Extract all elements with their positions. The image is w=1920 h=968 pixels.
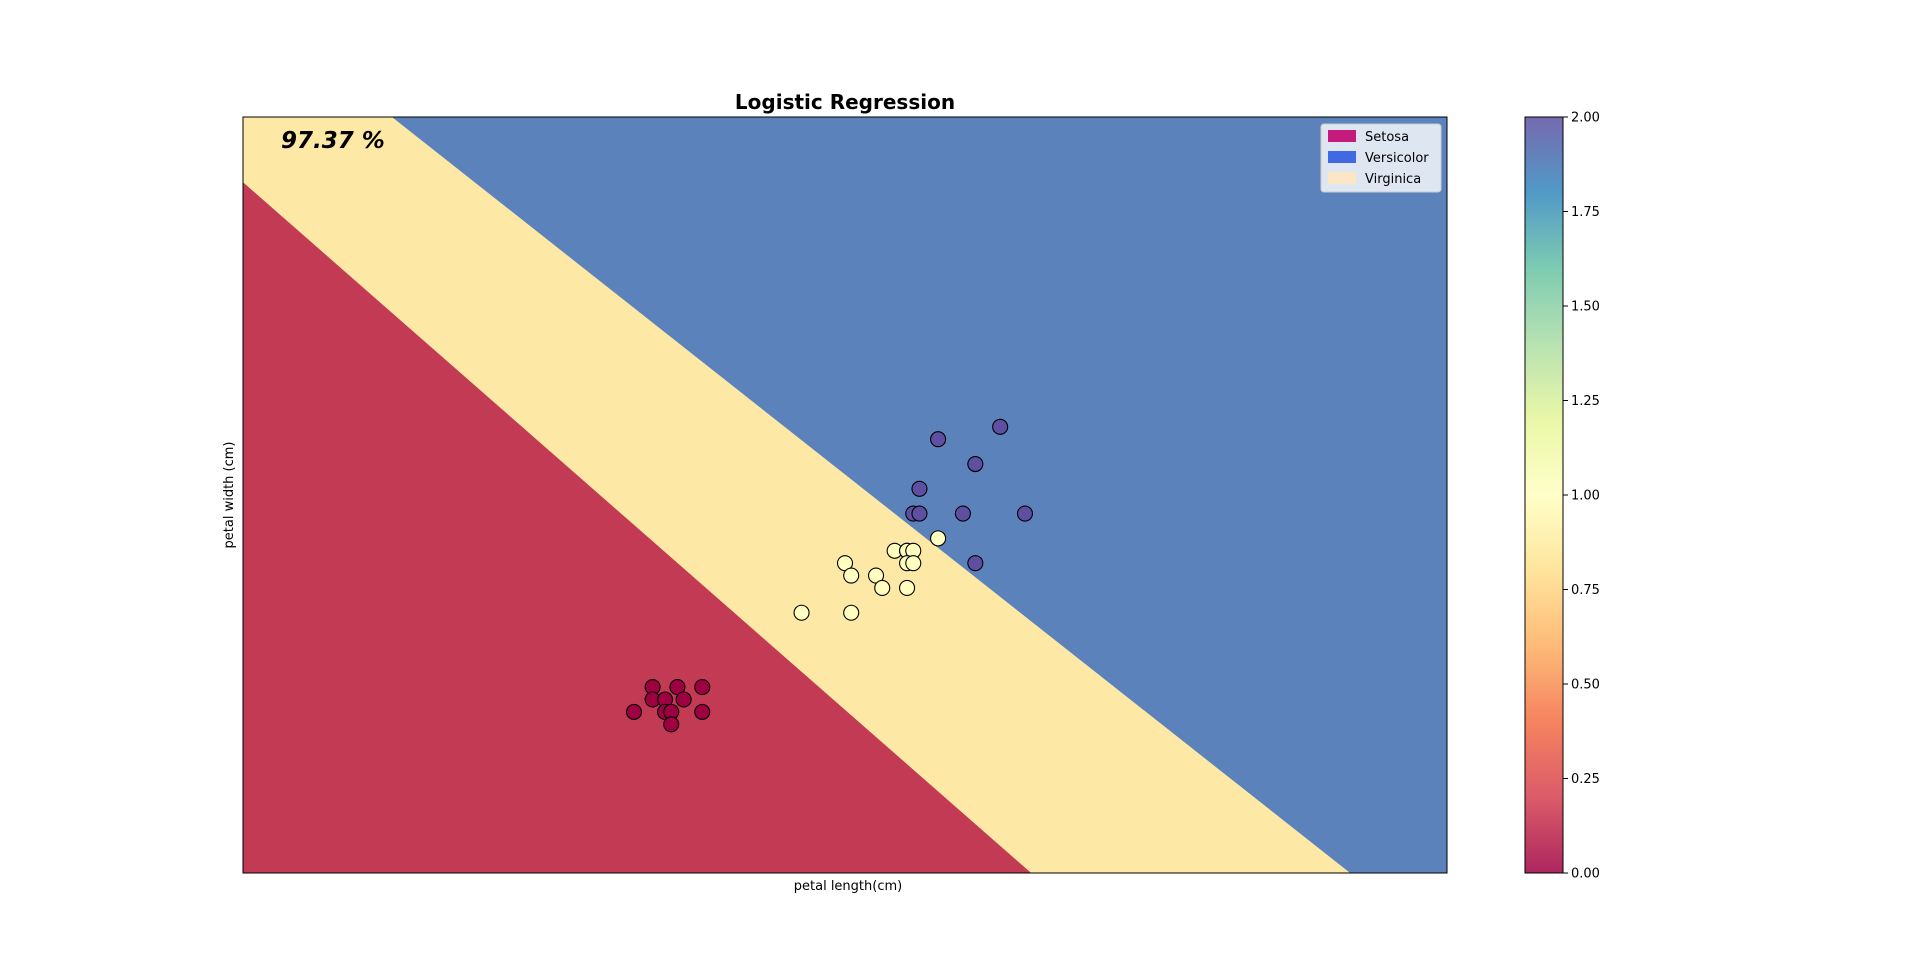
x-axis-label: petal length(cm) bbox=[794, 879, 902, 894]
legend-swatch-setosa bbox=[1328, 130, 1356, 142]
scatter-point-setosa bbox=[694, 703, 711, 720]
colorbar-tick-label: 0.25 bbox=[1571, 772, 1600, 787]
scatter-point-versicolor bbox=[843, 604, 860, 621]
scatter-points bbox=[625, 418, 1034, 733]
colorbar-tick-label: 2.00 bbox=[1571, 111, 1600, 126]
scatter-point-virginica bbox=[1016, 505, 1034, 522]
legend-label-versicolor: Versicolor bbox=[1365, 151, 1429, 166]
region-setosa bbox=[243, 182, 1032, 873]
accuracy-annotation: 97.37 % bbox=[281, 128, 385, 154]
scatter-point-virginica bbox=[930, 431, 947, 448]
scatter-point-virginica bbox=[992, 418, 1009, 435]
scatter-point-setosa bbox=[675, 691, 692, 708]
plot-frame bbox=[242, 116, 1448, 874]
legend: Setosa Versicolor Virginica bbox=[1320, 123, 1442, 193]
chart-title: Logistic Regression bbox=[735, 90, 955, 114]
colorbar-tick-label: 1.75 bbox=[1571, 205, 1600, 220]
colorbar-tick-label: 0.00 bbox=[1571, 867, 1600, 882]
scatter-point-virginica bbox=[954, 505, 971, 522]
decision-regions bbox=[243, 117, 1447, 873]
y-axis-label: petal width (cm) bbox=[222, 442, 237, 549]
scatter-point-versicolor bbox=[874, 579, 891, 597]
scatter-point-virginica bbox=[911, 480, 928, 497]
legend-label-virginica: Virginica bbox=[1365, 172, 1421, 187]
colorbar-tick-label: 1.25 bbox=[1571, 394, 1600, 409]
colorbar-tick-label: 1.50 bbox=[1571, 300, 1600, 315]
scatter-point-virginica bbox=[967, 455, 984, 473]
scatter-point-versicolor bbox=[793, 604, 810, 621]
colorbar-tick-label: 0.75 bbox=[1571, 583, 1600, 598]
colorbar-tick-label: 0.50 bbox=[1571, 678, 1600, 693]
legend-label-setosa: Setosa bbox=[1365, 130, 1409, 145]
scatter-point-virginica bbox=[911, 505, 928, 522]
legend-swatch-versicolor bbox=[1328, 151, 1356, 163]
scatter-point-versicolor bbox=[843, 567, 860, 584]
scatter-point-versicolor bbox=[930, 530, 947, 547]
colorbar-tick-label: 1.00 bbox=[1571, 489, 1600, 504]
scatter-point-versicolor bbox=[899, 579, 916, 597]
scatter-point-setosa bbox=[694, 679, 711, 696]
scatter-point-virginica bbox=[967, 555, 984, 572]
scatter-point-setosa bbox=[663, 716, 680, 733]
legend-swatch-virginica bbox=[1328, 172, 1356, 184]
scatter-point-setosa bbox=[625, 703, 643, 720]
colorbar-gradient bbox=[1524, 116, 1564, 874]
scatter-point-versicolor bbox=[905, 555, 922, 572]
colorbar: 0.00 0.25 0.50 0.75 1.00 1.25 1.50 1.75 2.00 bbox=[1524, 111, 1600, 882]
